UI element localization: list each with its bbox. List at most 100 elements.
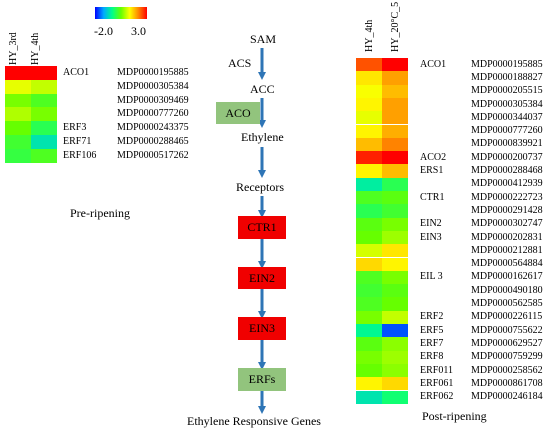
enzyme-acs: ACS xyxy=(228,56,252,70)
post-gene-id: MDP0000305384 xyxy=(471,98,543,110)
post-cell xyxy=(356,204,382,218)
post-cell xyxy=(382,97,408,112)
ein2-box: EIN2 xyxy=(238,267,286,289)
post-gene-id: MDP0000302747 xyxy=(471,218,543,230)
post-gene-id: MDP0000629527 xyxy=(471,337,543,349)
post-cell xyxy=(382,257,408,271)
post-gene-label: ERF2 xyxy=(420,311,444,323)
post-gene-label: ERF7 xyxy=(420,337,444,349)
post-gene-label: ACO2 xyxy=(420,151,447,163)
pre-cell xyxy=(31,107,57,122)
post-gene-label: ERF062 xyxy=(420,391,454,403)
post-gene-label: EIL 3 xyxy=(420,271,443,283)
pre-cell xyxy=(5,121,31,135)
post-cell xyxy=(382,337,408,351)
post-cell xyxy=(356,284,382,298)
ctr1-box: CTR1 xyxy=(238,216,286,239)
pre-gene-label: ERF3 xyxy=(63,122,87,134)
post-cell xyxy=(382,58,408,72)
legend-max-label: 3.0 xyxy=(131,24,146,38)
post-gene-label: ERF011 xyxy=(420,364,453,376)
post-cell xyxy=(356,310,382,324)
post-gene-id: MDP0000777260 xyxy=(471,125,543,137)
post-cell xyxy=(382,177,408,191)
post-cell xyxy=(382,297,408,311)
post-cell xyxy=(356,84,382,98)
post-gene-id: MDP0000291428 xyxy=(471,204,543,216)
pre-gene-id: MDP0000195885 xyxy=(117,66,189,78)
enzyme-aco-box: ACO xyxy=(216,102,260,124)
post-gene-id: MDP0000755622 xyxy=(471,324,543,336)
post-cell xyxy=(382,84,408,98)
node-sam: SAM xyxy=(250,32,277,46)
post-gene-id: MDP0000839921 xyxy=(471,138,543,150)
post-cell xyxy=(382,244,408,258)
node-ethylene-responsive-genes: Ethylene Responsive Genes xyxy=(187,414,321,428)
pre-ripening-caption: Pre-ripening xyxy=(70,206,130,220)
post-cell xyxy=(382,377,408,391)
post-cell xyxy=(382,350,408,364)
post-cell xyxy=(382,124,408,138)
post-cell xyxy=(356,377,382,391)
pre-cell xyxy=(5,66,31,80)
post-gene-label: ERS1 xyxy=(420,165,444,177)
post-gene-id: MDP0000222723 xyxy=(471,191,543,203)
post-cell xyxy=(356,363,382,378)
post-cell xyxy=(356,270,382,285)
pre-cell xyxy=(31,93,57,108)
post-cell xyxy=(356,217,382,231)
post-cell xyxy=(382,324,408,338)
post-cell xyxy=(382,164,408,178)
post-gene-id: MDP0000562585 xyxy=(471,298,543,310)
post-cell xyxy=(382,310,408,324)
post-cell xyxy=(356,58,382,72)
pre-cell xyxy=(31,135,57,149)
post-gene-id: MDP0000205515 xyxy=(471,85,543,97)
post-cell xyxy=(382,111,408,125)
pre-cell xyxy=(5,107,31,122)
post-cell xyxy=(356,111,382,125)
post-gene-id: MDP0000162617 xyxy=(471,271,543,283)
post-gene-id: MDP0000288468 xyxy=(471,165,543,177)
pre-gene-label: ERF71 xyxy=(63,135,92,147)
node-ethylene: Ethylene xyxy=(241,130,284,144)
post-header-col-1: HY_4th xyxy=(364,19,375,52)
post-header-col-2: HY_20°C_5 xyxy=(390,1,401,52)
post-cell xyxy=(356,191,382,205)
ein3-box: EIN3 xyxy=(238,317,286,340)
pre-gene-id: MDP0000243375 xyxy=(117,122,189,134)
post-gene-label: ERF061 xyxy=(420,377,454,389)
legend-gradient-bar xyxy=(95,7,147,19)
post-gene-label: ERF8 xyxy=(420,351,444,363)
post-gene-id: MDP0000564884 xyxy=(471,258,543,270)
post-cell xyxy=(356,337,382,351)
pre-cell xyxy=(31,79,57,94)
post-cell xyxy=(382,270,408,285)
post-gene-id: MDP0000188827 xyxy=(471,71,543,83)
post-gene-label: ACO1 xyxy=(420,58,447,70)
legend-min-label: -2.0 xyxy=(94,24,113,38)
post-gene-id: MDP0000200737 xyxy=(471,151,543,163)
post-gene-label: EIN2 xyxy=(420,218,442,230)
post-gene-label: CTR1 xyxy=(420,191,445,203)
post-gene-id: MDP0000202831 xyxy=(471,231,543,243)
pre-cell xyxy=(5,135,31,149)
post-cell xyxy=(356,244,382,258)
post-cell xyxy=(382,230,408,245)
post-cell xyxy=(382,71,408,85)
post-cell xyxy=(356,164,382,178)
post-gene-label: ERF5 xyxy=(420,324,444,336)
post-cell xyxy=(382,204,408,218)
post-cell xyxy=(356,257,382,271)
pre-cell xyxy=(31,121,57,135)
post-gene-id: MDP0000246184 xyxy=(471,391,543,403)
post-cell xyxy=(356,124,382,138)
pre-gene-id: MDP0000305384 xyxy=(117,80,189,92)
pre-cell xyxy=(5,93,31,108)
post-cell xyxy=(356,297,382,311)
post-gene-id: MDP0000212881 xyxy=(471,244,543,256)
post-gene-label: EIN3 xyxy=(420,231,442,243)
post-gene-id: MDP0000759299 xyxy=(471,351,543,363)
post-cell xyxy=(382,217,408,231)
post-gene-id: MDP0000412939 xyxy=(471,178,543,190)
